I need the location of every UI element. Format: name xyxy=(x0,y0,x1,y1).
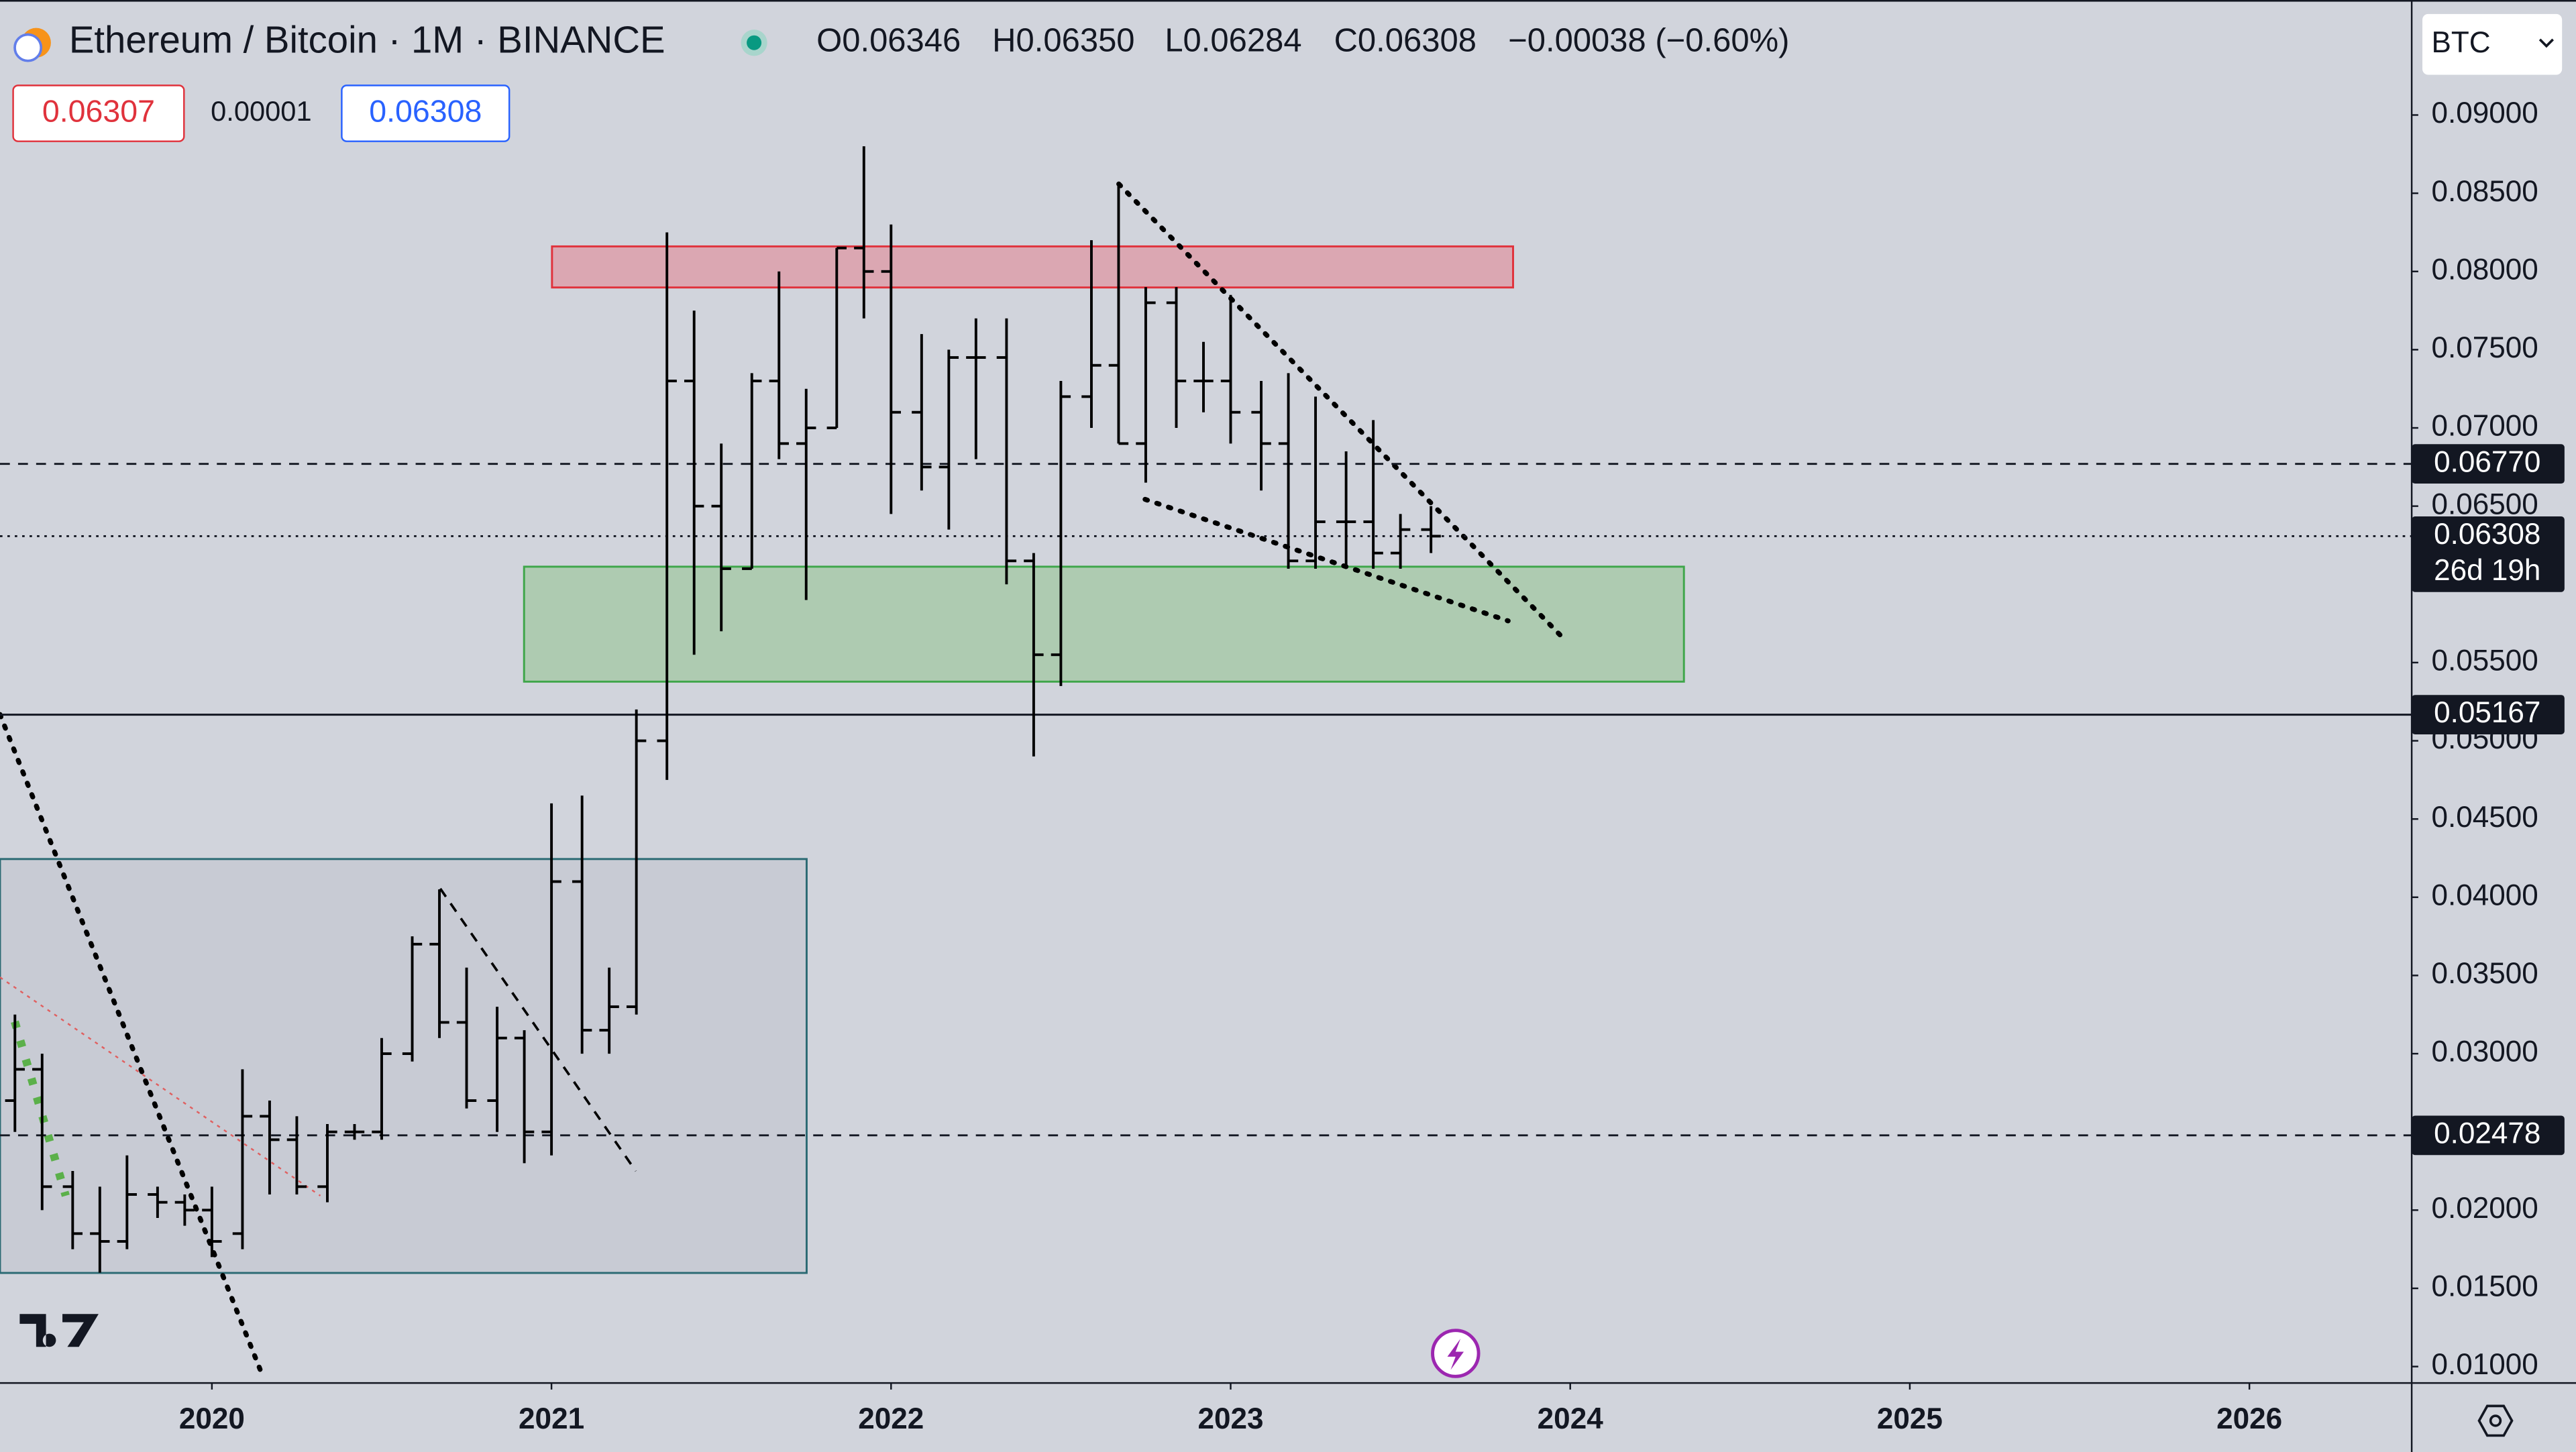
chevron xyxy=(2538,38,2555,48)
price-label-box xyxy=(2412,695,2565,734)
bid-price[interactable]: 0.06307 xyxy=(42,93,155,128)
y-tick-label: 0.01500 xyxy=(2431,1270,2538,1303)
trendline xyxy=(1116,181,1567,642)
price-label-box xyxy=(2412,1115,2565,1156)
flash-bolt xyxy=(1447,1338,1464,1370)
price-label: 0.02478 xyxy=(2434,1117,2540,1150)
x-tick-label: 2023 xyxy=(1197,1402,1263,1435)
y-tick-label: 0.09000 xyxy=(2431,97,2538,129)
y-tick-label: 0.01000 xyxy=(2431,1348,2538,1381)
x-tick-label: 2024 xyxy=(1538,1402,1604,1435)
y-tick-label: 0.05500 xyxy=(2431,645,2538,677)
drawings xyxy=(0,181,1685,1379)
ask-price[interactable]: 0.06308 xyxy=(369,93,482,128)
settings-dot xyxy=(2489,1414,2502,1427)
trendline xyxy=(1142,496,1511,624)
spread: 0.00001 xyxy=(211,95,311,127)
y-tick-label: 0.07000 xyxy=(2431,410,2538,443)
y-tick-label: 0.04000 xyxy=(2431,879,2538,911)
plot xyxy=(0,146,2412,1273)
y-tick-label: 0.04500 xyxy=(2431,801,2538,834)
price-label-box xyxy=(2412,444,2565,484)
y-tick-label: 0.06500 xyxy=(2431,488,2538,520)
resistance-zone xyxy=(551,245,1514,289)
status-dot xyxy=(747,35,762,50)
trendline xyxy=(0,712,266,1379)
sell-button[interactable] xyxy=(12,85,185,142)
price-label: 0.05167 xyxy=(2434,696,2540,729)
y-tick-label: 0.07500 xyxy=(2431,331,2538,364)
buy-button[interactable] xyxy=(341,85,511,142)
currency-select[interactable] xyxy=(2420,12,2564,76)
ohlc-close: C0.06308 xyxy=(1334,23,1477,59)
settings-icon[interactable] xyxy=(2477,1404,2514,1437)
x-tick-label: 2020 xyxy=(179,1402,245,1435)
y-tick-label: 0.08000 xyxy=(2431,253,2538,286)
ohlc-change: −0.00038 (−0.60%) xyxy=(1508,23,1789,59)
x-tick-label: 2026 xyxy=(2216,1402,2282,1435)
trendline xyxy=(0,976,321,1196)
eth-logo xyxy=(13,33,43,62)
currency-label[interactable]: BTC xyxy=(2431,26,2490,59)
ohlc-high: H0.06350 xyxy=(992,23,1134,59)
price-label: 0.06308 xyxy=(2434,518,2540,551)
y-tick-label: 0.03500 xyxy=(2431,957,2538,990)
x-tick-label: 2025 xyxy=(1877,1402,1943,1435)
symbol-title: Ethereum / Bitcoin · 1M · BINANCE xyxy=(69,19,665,61)
x-tick-label: 2022 xyxy=(858,1402,924,1435)
x-tick-label: 2021 xyxy=(519,1402,584,1435)
y-tick-label: 0.08500 xyxy=(2431,175,2538,208)
tv-logo xyxy=(19,1314,99,1347)
y-tick-label: 0.02000 xyxy=(2431,1192,2538,1225)
y-tick-label: 0.03000 xyxy=(2431,1036,2538,1068)
range-box xyxy=(0,858,808,1274)
ohlc-low: L0.06284 xyxy=(1165,23,1301,59)
support-zone xyxy=(523,565,1685,683)
price-label-box xyxy=(2412,516,2565,592)
countdown: 26d 19h xyxy=(2434,554,2540,587)
price-label: 0.06770 xyxy=(2434,445,2540,478)
ohlc-open: O0.06346 xyxy=(816,23,961,59)
trendline xyxy=(439,887,637,1172)
